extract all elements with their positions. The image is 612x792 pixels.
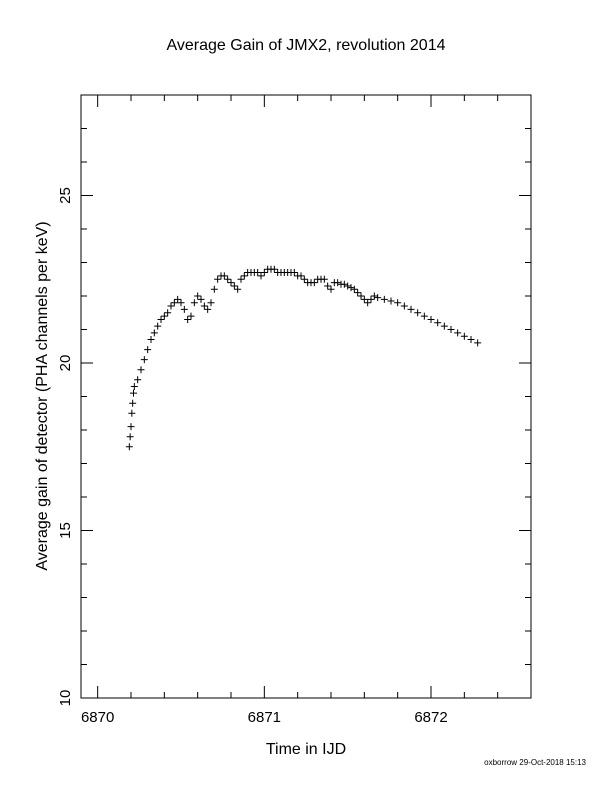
y-tick-label: 10	[57, 690, 74, 707]
data-point	[127, 423, 135, 431]
data-point	[327, 285, 335, 293]
data-point	[467, 336, 475, 344]
data-point	[254, 269, 262, 277]
data-point	[350, 285, 358, 293]
y-tick-label: 20	[57, 355, 74, 372]
data-point	[240, 272, 248, 280]
data-point	[154, 322, 162, 330]
data-point	[164, 309, 172, 317]
data-point	[187, 312, 195, 320]
data-point	[297, 272, 305, 280]
data-point	[174, 295, 182, 303]
data-point	[147, 336, 155, 344]
data-point	[184, 315, 192, 323]
data-point	[324, 282, 332, 290]
data-point	[380, 295, 388, 303]
data-point	[157, 315, 165, 323]
data-point	[210, 285, 218, 293]
data-point	[257, 272, 265, 280]
data-point	[230, 282, 238, 290]
data-point	[364, 299, 372, 307]
data-point	[214, 275, 222, 283]
data-point	[200, 302, 208, 310]
data-point	[180, 305, 188, 313]
data-point	[270, 265, 278, 273]
y-tick-label: 25	[57, 187, 74, 204]
data-point	[357, 292, 365, 300]
plot-area-frame	[80, 94, 532, 699]
data-point	[140, 356, 148, 364]
data-point	[400, 302, 408, 310]
data-point	[374, 294, 382, 302]
data-point	[474, 339, 482, 347]
data-point	[197, 295, 205, 303]
data-point	[310, 279, 318, 287]
data-point	[414, 309, 422, 317]
data-point	[137, 366, 145, 374]
data-point	[194, 292, 202, 300]
axis-tick-labels: 6870 6871 6872 10 15 20 25	[57, 187, 448, 726]
data-point	[177, 299, 185, 307]
data-point	[130, 389, 137, 397]
data-point	[144, 346, 152, 354]
chart-title: Average Gain of JMX2, revolution 2014	[166, 37, 446, 54]
data-points	[125, 265, 482, 451]
data-point	[130, 382, 138, 390]
data-point	[125, 443, 133, 451]
axis-ticks	[81, 94, 532, 699]
data-point	[220, 272, 228, 280]
data-point	[354, 289, 362, 297]
data-point	[367, 295, 375, 303]
data-point	[300, 275, 308, 283]
data-point	[460, 332, 468, 340]
data-point	[407, 305, 415, 313]
data-point	[207, 299, 215, 307]
data-point	[150, 329, 158, 337]
data-point	[237, 275, 245, 283]
data-point	[224, 275, 232, 283]
data-point	[420, 312, 428, 320]
x-tick-label: 6872	[414, 709, 447, 726]
x-tick-label: 6870	[81, 709, 114, 726]
data-point	[434, 319, 442, 327]
data-point	[126, 433, 134, 441]
data-point	[334, 279, 342, 287]
data-point	[344, 282, 352, 290]
data-point	[290, 269, 298, 277]
data-point	[340, 280, 348, 288]
data-point	[370, 292, 378, 300]
data-point	[360, 295, 368, 303]
y-axis-label: Average gain of detector (PHA channels p…	[34, 221, 51, 570]
x-axis-label: Time in IJD	[266, 741, 346, 758]
data-point	[387, 297, 395, 305]
data-point	[440, 322, 448, 330]
data-point	[190, 299, 198, 307]
x-tick-label: 6871	[248, 709, 281, 726]
footer-stamp: oxborrow 29-Oct-2018 15:13	[484, 758, 586, 767]
data-point	[347, 284, 355, 292]
data-point	[427, 315, 435, 323]
data-point	[160, 312, 168, 320]
data-point	[129, 399, 137, 407]
y-tick-label: 15	[57, 522, 74, 539]
data-point	[394, 299, 402, 307]
data-point	[227, 279, 235, 287]
data-point	[260, 269, 268, 277]
data-point	[454, 329, 462, 337]
data-point	[320, 275, 328, 283]
data-point	[170, 299, 178, 307]
data-point	[204, 305, 212, 313]
data-point	[134, 376, 142, 384]
data-point	[234, 285, 242, 293]
data-point	[167, 302, 175, 310]
data-point	[128, 409, 136, 417]
data-point	[447, 326, 455, 333]
